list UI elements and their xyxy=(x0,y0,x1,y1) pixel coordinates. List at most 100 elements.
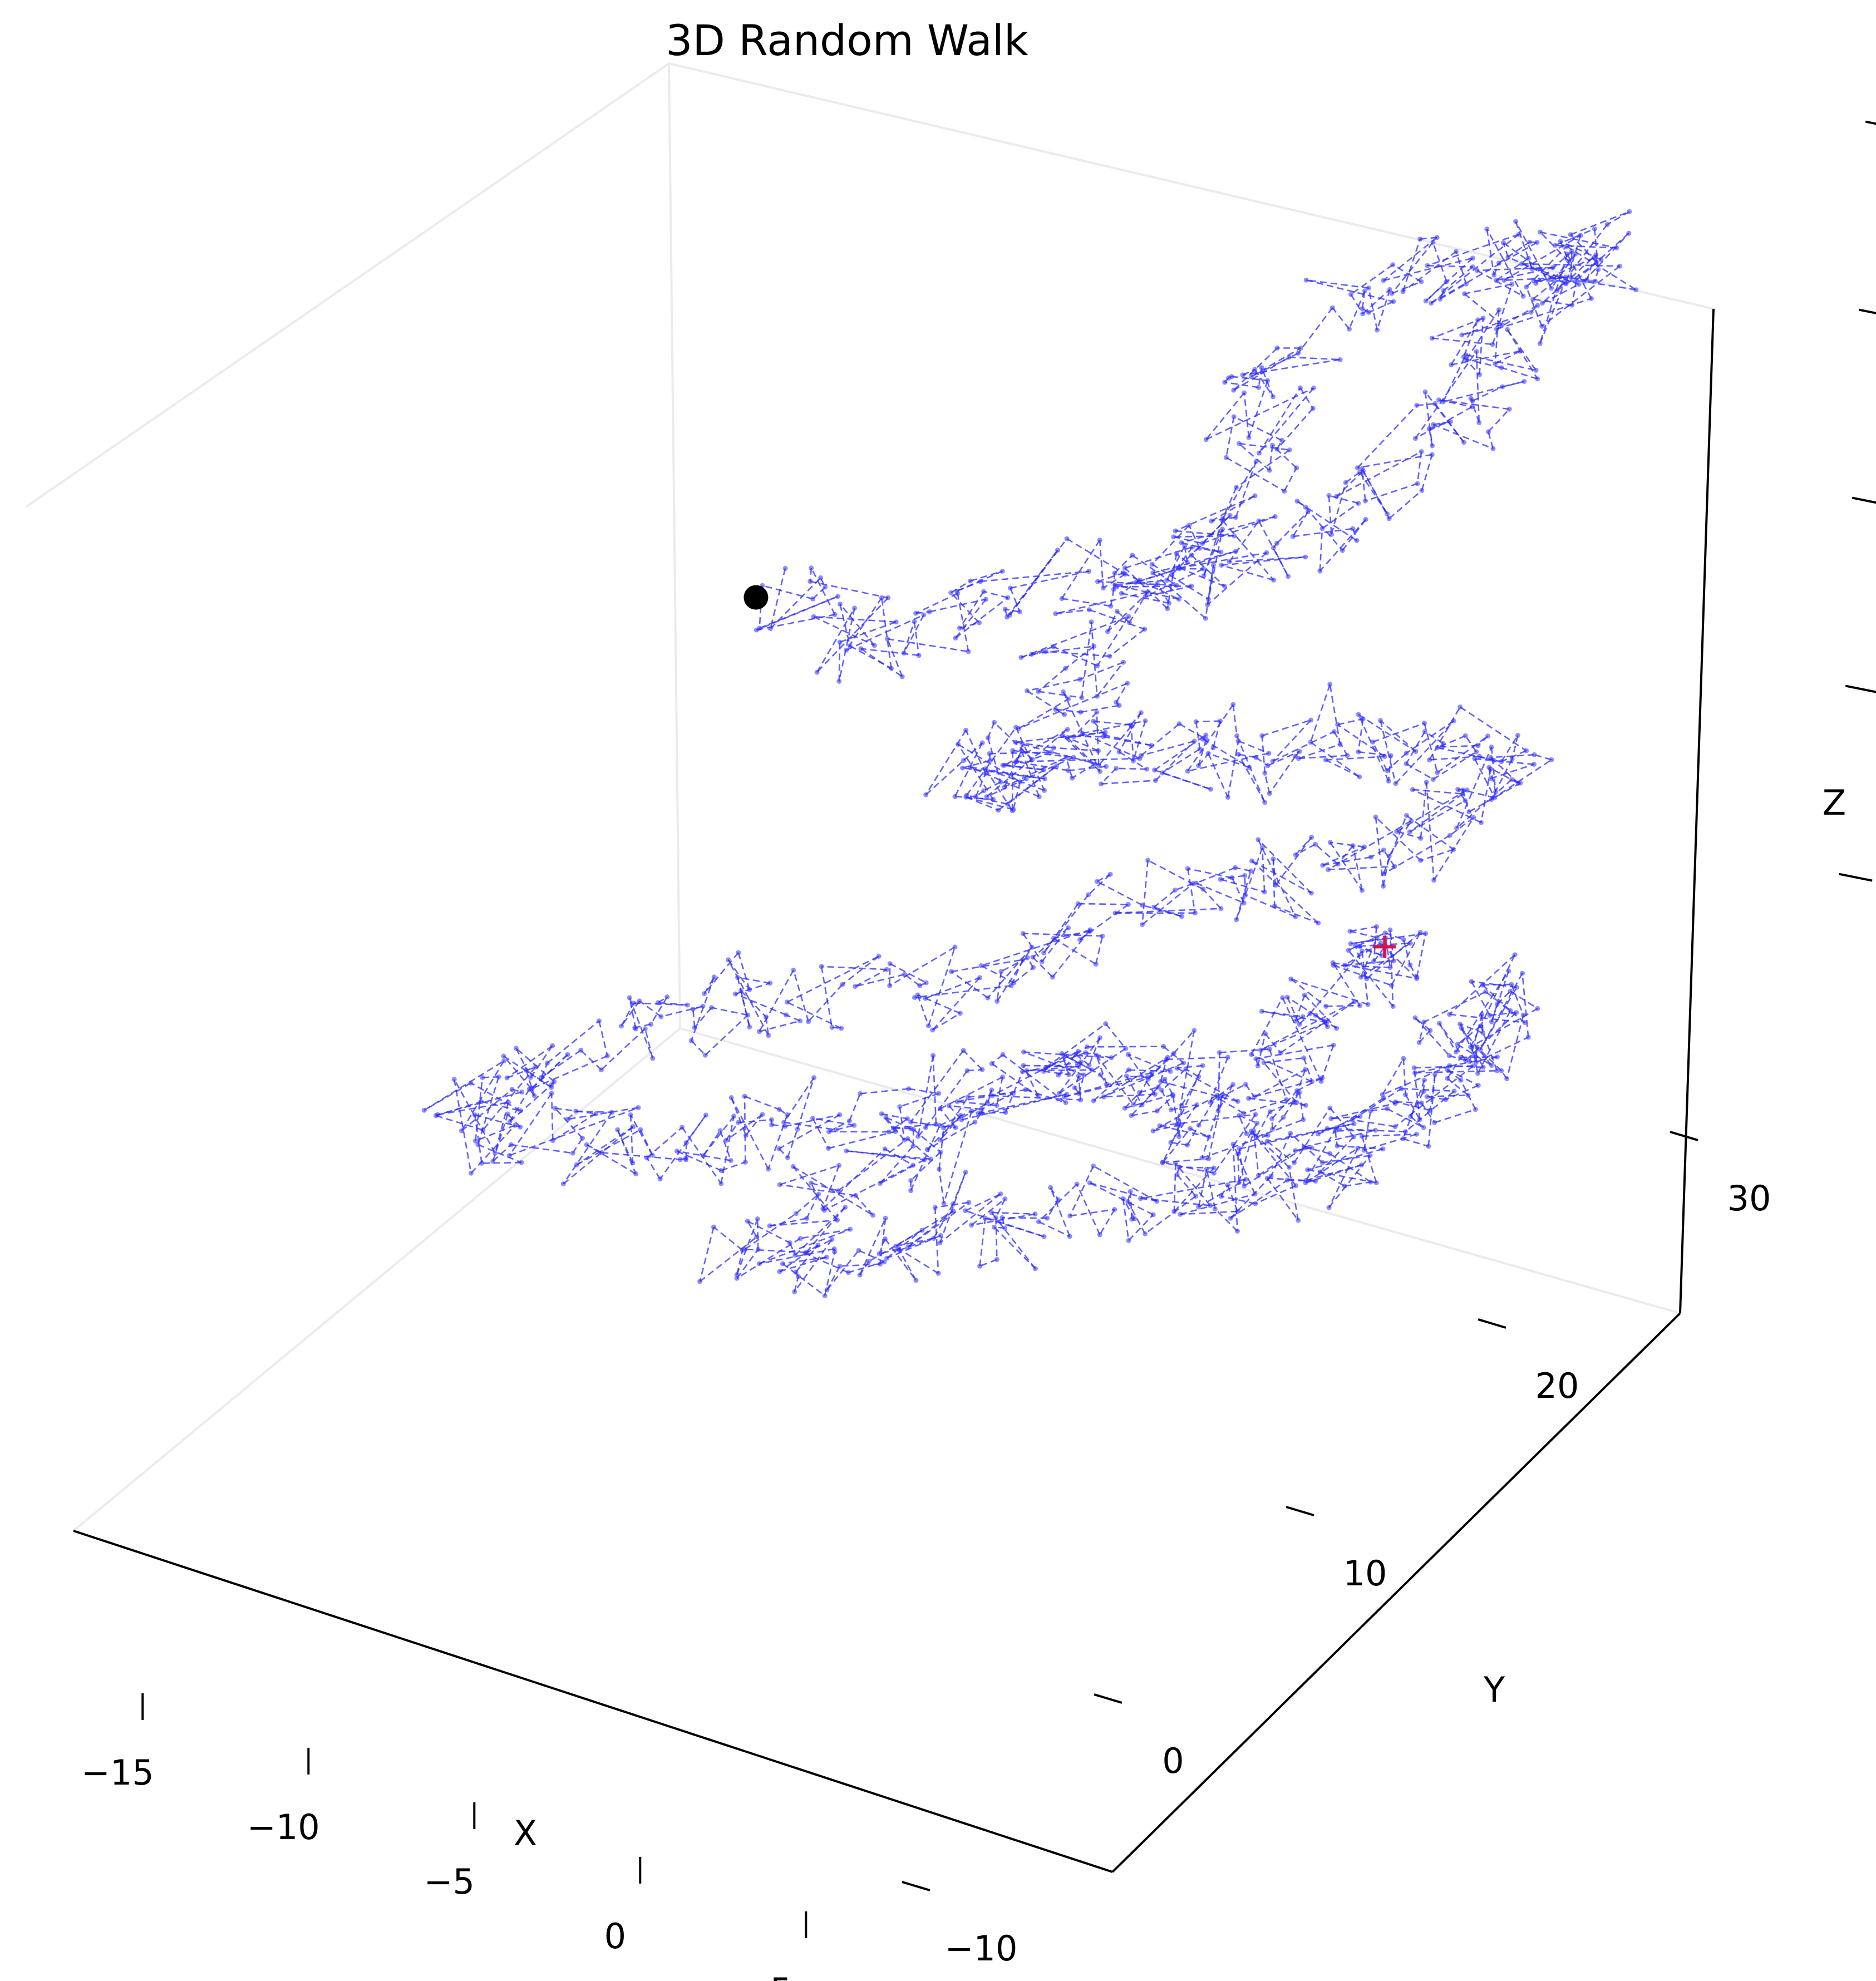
walk-point xyxy=(756,1261,762,1267)
walk-point xyxy=(1284,1097,1289,1102)
z-axis-label: Z xyxy=(1823,782,1846,823)
walk-segment xyxy=(1455,251,1467,284)
walk-point xyxy=(1108,603,1114,609)
walk-point xyxy=(1492,795,1498,800)
walk-segment xyxy=(586,1144,602,1154)
walk-segment xyxy=(453,1079,472,1174)
walk-point xyxy=(1434,235,1440,240)
walk-point xyxy=(1471,815,1476,820)
walk-point xyxy=(1229,374,1234,380)
walk-point xyxy=(1514,1010,1519,1016)
walk-point xyxy=(1240,372,1245,378)
walk-point xyxy=(804,1216,810,1221)
walk-segment xyxy=(1161,1068,1186,1091)
y-tick-label: 10 xyxy=(1343,1553,1387,1594)
walk-point xyxy=(1158,1079,1164,1085)
walk-point xyxy=(1096,748,1101,753)
walk-segment xyxy=(1414,1017,1450,1057)
walk-point xyxy=(890,1125,896,1131)
walk-point xyxy=(1176,1164,1182,1170)
z-tick-mark xyxy=(1845,684,1876,693)
walk-point xyxy=(1513,219,1519,224)
walk-segment xyxy=(1031,646,1054,655)
walk-segment xyxy=(1445,1085,1479,1101)
walk-point xyxy=(658,1014,664,1019)
walk-segment xyxy=(1188,868,1233,879)
walk-point xyxy=(1368,1179,1373,1185)
walk-point xyxy=(957,625,962,631)
walk-segment xyxy=(792,1166,874,1216)
walk-point xyxy=(1076,1064,1081,1070)
walk-point xyxy=(1537,341,1543,346)
walk-segment xyxy=(1465,735,1477,752)
walk-point xyxy=(1173,888,1178,893)
walk-segment xyxy=(1469,1014,1483,1062)
walk-point xyxy=(1066,768,1071,773)
walk-point xyxy=(913,1278,919,1283)
walk-point xyxy=(631,1124,636,1130)
walk-point xyxy=(1400,1136,1406,1141)
walk-point xyxy=(717,1128,723,1134)
walk-segment xyxy=(813,615,897,623)
walk-point xyxy=(549,1091,554,1096)
walk-point xyxy=(1356,943,1362,949)
walk-point xyxy=(1474,268,1480,273)
walk-segment xyxy=(1122,1198,1135,1219)
walk-point xyxy=(769,1122,775,1127)
walk-segment xyxy=(740,990,767,1018)
walk-point xyxy=(1524,284,1529,290)
walk-point xyxy=(1002,1225,1008,1231)
walk-point xyxy=(937,1166,942,1172)
walk-point xyxy=(1313,1012,1318,1018)
walk-segment xyxy=(1506,329,1538,380)
walk-point xyxy=(1159,1087,1164,1093)
walk-segment xyxy=(1554,228,1595,247)
walk-point xyxy=(1270,1126,1275,1132)
walk-segment xyxy=(1386,752,1407,771)
walk-point xyxy=(1357,1113,1363,1119)
walk-segment xyxy=(779,1244,819,1273)
walk-point xyxy=(655,1000,661,1006)
walk-point xyxy=(923,1125,928,1130)
walk-point xyxy=(835,1218,840,1223)
walk-point xyxy=(1462,291,1467,297)
walk-point xyxy=(1020,1069,1025,1075)
walk-point xyxy=(951,1201,956,1207)
walk-point xyxy=(1573,252,1578,257)
walk-point xyxy=(1474,749,1479,755)
walk-point xyxy=(1267,791,1272,796)
walk-point xyxy=(1262,889,1267,895)
walk-point xyxy=(991,1224,997,1230)
walk-point xyxy=(930,1053,936,1058)
walk-segment xyxy=(1439,1023,1466,1061)
walk-point xyxy=(1309,1145,1314,1151)
walk-point xyxy=(1589,296,1594,301)
walk-point xyxy=(1470,264,1475,270)
walk-segment xyxy=(1260,1001,1355,1051)
walk-point xyxy=(979,740,985,746)
walk-point xyxy=(937,1123,943,1128)
walk-point xyxy=(826,1129,831,1135)
walk-segment xyxy=(810,580,889,599)
walk-point xyxy=(1364,976,1370,982)
walk-point xyxy=(1178,1211,1183,1217)
walk-segment xyxy=(1532,276,1561,300)
walk-segment xyxy=(703,952,739,994)
walk-point xyxy=(1514,984,1519,990)
walk-point xyxy=(1323,757,1328,763)
walk-point xyxy=(777,1269,782,1274)
walk-point xyxy=(989,1093,994,1098)
walk-point xyxy=(1212,1170,1217,1176)
walk-segment xyxy=(1090,622,1098,697)
walk-point xyxy=(1318,1078,1324,1084)
walk-point xyxy=(1305,1167,1311,1172)
walk-segment xyxy=(744,1095,780,1110)
walk-point xyxy=(1045,1215,1050,1221)
walk-segment xyxy=(807,984,843,1022)
walk-segment xyxy=(991,1051,1079,1097)
walk-point xyxy=(836,1162,842,1168)
walk-segment xyxy=(1429,755,1480,761)
walk-segment xyxy=(1461,324,1503,336)
walk-point xyxy=(1407,962,1413,968)
walk-segment xyxy=(1062,735,1101,772)
